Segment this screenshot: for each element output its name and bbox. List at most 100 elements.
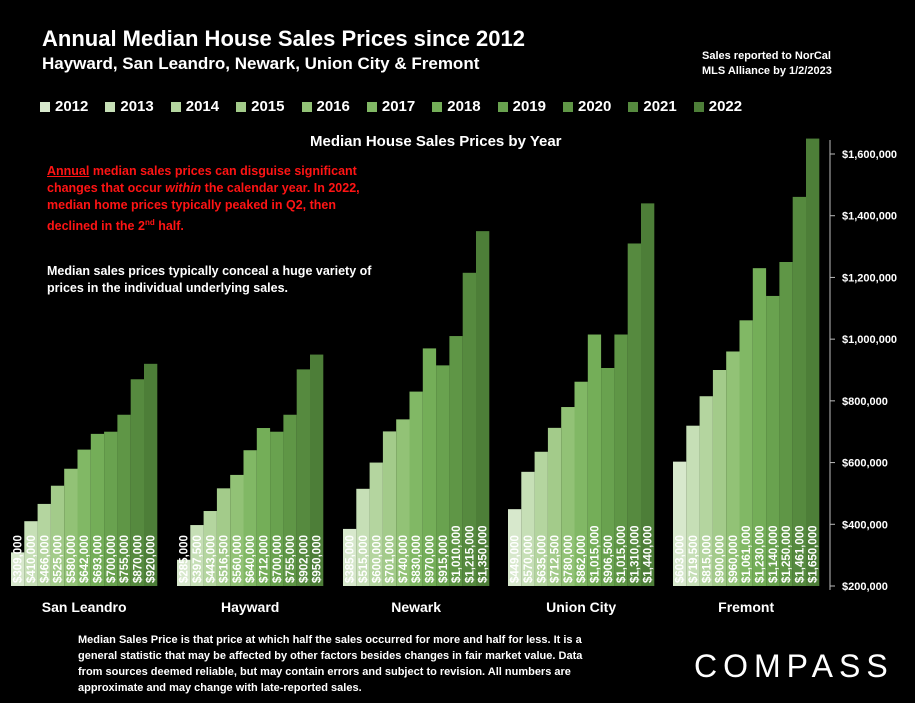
data-label: $719,500: [688, 535, 700, 583]
bar-hayward-2018: [256, 428, 271, 586]
data-label: $525,000: [53, 535, 65, 583]
data-label: $915,000: [438, 535, 450, 583]
bar-san-leandro-2017: [77, 449, 91, 586]
bar-union-city-2014: [534, 451, 548, 586]
annotation-red-italic: within: [165, 181, 202, 195]
data-label: $755,000: [119, 535, 131, 583]
legend-swatch: [563, 101, 573, 112]
data-label: $815,000: [701, 535, 713, 583]
data-label: $830,000: [411, 535, 423, 583]
legend-item-2022: 2022: [693, 98, 742, 115]
annotation-red-text-b: the calendar year. In 2022, median home …: [47, 181, 360, 234]
data-label: $906,500: [603, 535, 615, 583]
y-tick-label: $400,000: [842, 519, 888, 531]
data-label: $693,000: [92, 535, 104, 583]
data-label: $603,000: [675, 535, 687, 583]
data-label: $950,000: [312, 535, 324, 583]
bar-union-city-2019: [601, 367, 615, 586]
legend: 2012 2013 2014 2015 2016 2017 2018 2019 2020 2021…: [40, 98, 759, 115]
legend-swatch: [497, 101, 508, 112]
bar-san-leandro-2019: [104, 431, 118, 586]
legend-swatch: [366, 101, 377, 112]
bar-union-city-2021: [627, 243, 641, 586]
bar-newark-2022: [476, 231, 490, 586]
legend-item-2020: 2020: [563, 98, 611, 115]
legend-label: 2018: [447, 98, 481, 115]
bar-hayward-2021: [296, 369, 310, 586]
source-note-line-1: Sales reported to NorCal: [702, 50, 831, 62]
bar-newark-2021: [462, 272, 476, 586]
legend-swatch: [40, 101, 50, 112]
data-label: $640,000: [245, 535, 257, 583]
y-tick-label: $1,600,000: [842, 149, 897, 161]
data-label: $515,000: [358, 535, 370, 583]
data-label: $1,061,000: [741, 525, 753, 583]
data-label: $712,500: [550, 535, 562, 583]
legend-label: 2017: [381, 98, 416, 115]
legend-swatch: [693, 101, 704, 112]
data-label: $449,000: [510, 535, 522, 583]
legend-swatch: [236, 101, 247, 112]
bar-fremont-2018: [752, 268, 767, 586]
legend-item-2021: 2021: [628, 98, 677, 115]
footer-disclaimer: Median Sales Price is that price at whic…: [78, 634, 583, 694]
bar-newark-2017: [409, 391, 423, 586]
data-label: $635,000: [536, 535, 548, 583]
y-tick-label: $1,400,000: [842, 211, 897, 223]
data-label: $285,000: [179, 535, 191, 583]
x-tick-label: Union City: [546, 599, 616, 615]
legend-item-2014: 2014: [170, 98, 219, 115]
data-label: $1,140,000: [768, 525, 780, 583]
bar-hayward-2015: [216, 488, 231, 586]
bar-hayward-2017: [243, 450, 257, 586]
data-label: $960,000: [728, 535, 740, 583]
data-label: $1,250,000: [781, 525, 793, 583]
bar-union-city-2020: [614, 334, 628, 586]
annotation-red-text-c: half.: [154, 219, 184, 234]
bar-hayward-2016: [230, 474, 244, 586]
y-tick-label: $200,000: [842, 581, 888, 593]
bar-newark-2019: [436, 365, 450, 586]
bar-newark-2020: [449, 336, 463, 586]
legend-swatch: [105, 101, 116, 112]
data-label: $580,000: [66, 535, 78, 583]
data-label: $1,440,000: [643, 525, 655, 583]
legend-swatch: [432, 101, 443, 112]
data-label: $1,350,000: [478, 525, 490, 583]
y-tick-label: $1,200,000: [842, 272, 897, 284]
bar-fremont-2017: [739, 320, 753, 586]
legend-label: 2019: [512, 98, 546, 115]
bar-san-leandro-2015: [50, 485, 65, 586]
data-label: $900,000: [715, 535, 727, 583]
bar-san-leandro-2021: [130, 379, 144, 586]
legend-item-2018: 2018: [432, 98, 481, 115]
bar-fremont-2016: [726, 351, 740, 586]
legend-label: 2015: [251, 98, 285, 115]
bar-fremont-2015: [712, 370, 727, 586]
bar-fremont-2014: [699, 396, 713, 586]
data-label: $920,000: [146, 535, 158, 583]
bar-newark-2015: [382, 431, 397, 586]
data-label: $712,000: [258, 535, 270, 583]
bar-san-leandro-2013: [24, 521, 38, 586]
bar-hayward-2014: [203, 511, 217, 586]
bar-union-city-2022: [641, 203, 655, 586]
y-tick-label: $600,000: [842, 458, 888, 470]
x-tick-label: Hayward: [221, 599, 279, 615]
bar-union-city-2018: [587, 334, 602, 586]
source-note-line-2: MLS Alliance by 1/2/2023: [702, 65, 832, 77]
bar-union-city-2016: [561, 407, 575, 586]
legend-swatch: [170, 101, 181, 112]
bar-fremont-2022: [806, 138, 820, 587]
chart-subtitle: Hayward, San Leandro, Newark, Union City…: [42, 54, 480, 73]
x-tick-label: San Leandro: [42, 599, 127, 615]
bar-union-city-2013: [521, 471, 535, 586]
bar-newark-2018: [422, 348, 437, 586]
data-label: $1,015,000: [589, 525, 601, 583]
data-label: $600,000: [371, 535, 383, 583]
bar-union-city-2012: [508, 509, 522, 586]
data-label: $466,000: [39, 535, 51, 583]
bar-union-city-2015: [547, 427, 562, 586]
data-label: $700,000: [272, 535, 284, 583]
data-label: $1,461,000: [794, 525, 806, 583]
